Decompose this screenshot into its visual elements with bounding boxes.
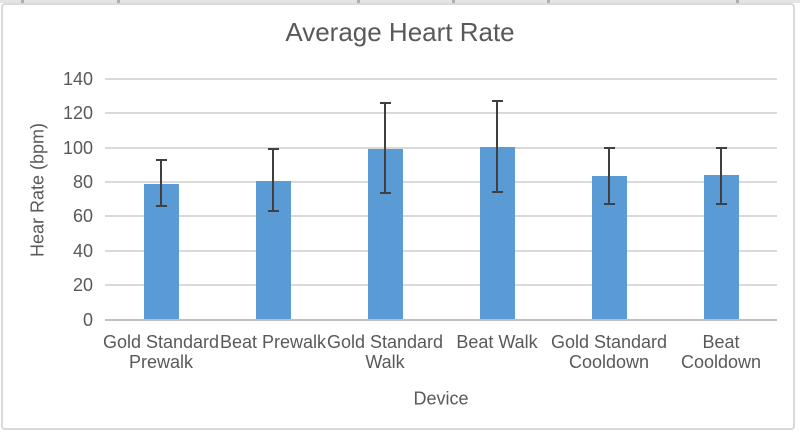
spreadsheet-gridline-mark [452, 0, 455, 3]
y-tick-label: 100 [62, 137, 93, 158]
error-bar-cap-bottom [491, 190, 503, 193]
gridline [105, 181, 777, 184]
x-axis-line [105, 318, 777, 321]
error-bar-cap-bottom [379, 192, 391, 195]
spreadsheet-gridline-mark [117, 0, 120, 3]
y-tick-label: 20 [72, 275, 93, 296]
y-tick-label: 60 [72, 206, 93, 227]
y-tick-label: 140 [62, 69, 93, 89]
error-bar-cap-top [715, 146, 727, 149]
gridline [105, 146, 777, 149]
error-bar-line [384, 103, 386, 194]
x-category-label-gold-standard-cooldown: Gold Standard Cooldown [550, 332, 668, 372]
x-category-label-beat-prewalk: Beat Prewalk [219, 332, 327, 352]
error-bar-cap-bottom [267, 210, 279, 213]
x-category-label-gold-standard-prewalk: Gold Standard Prewalk [102, 332, 220, 372]
spreadsheet-gridline-mark [736, 0, 739, 3]
spreadsheet-gridline-mark [21, 0, 24, 3]
gridline [105, 284, 777, 287]
error-bar-cap-bottom [715, 202, 727, 205]
x-axis-title: Device [413, 388, 469, 409]
spreadsheet-edge-strip [0, 0, 800, 3]
gridline [105, 112, 777, 115]
error-bar-cap-top [155, 158, 167, 161]
gridline [105, 215, 777, 218]
error-bar-line [608, 147, 610, 205]
error-bar-cap-bottom [155, 205, 167, 208]
x-category-label-gold-standard-walk: Gold Standard Walk [326, 332, 444, 372]
x-category-label-beat-walk: Beat Walk [456, 332, 538, 352]
error-bar-line [720, 147, 722, 204]
error-bar-line [496, 101, 498, 192]
gridline [105, 78, 777, 80]
error-bar-line [160, 159, 162, 207]
y-tick-label: 80 [72, 172, 93, 193]
x-category-label-beat-cooldown: Beat Cooldown [680, 332, 762, 372]
y-tick-label: 40 [72, 240, 93, 261]
y-tick-label: 120 [62, 103, 93, 124]
error-bar-cap-bottom [603, 203, 615, 206]
gridline [105, 249, 777, 252]
error-bar-cap-top [603, 146, 615, 149]
y-tick-label: 0 [82, 309, 93, 330]
error-bar-line [272, 149, 274, 212]
error-bar-cap-top [491, 100, 503, 103]
chart-title: Average Heart Rate [285, 17, 515, 47]
spreadsheet-gridline-mark [357, 0, 360, 3]
spreadsheet-gridline-mark [547, 0, 550, 3]
error-bar-cap-top [267, 148, 279, 151]
error-bar-cap-top [379, 102, 391, 105]
